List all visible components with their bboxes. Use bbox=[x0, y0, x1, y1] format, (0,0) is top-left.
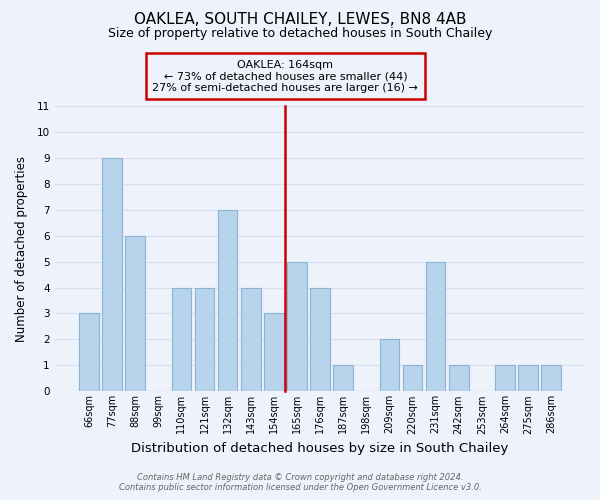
Bar bbox=[125, 236, 145, 392]
Bar bbox=[195, 288, 214, 392]
Bar bbox=[264, 314, 284, 392]
Bar bbox=[79, 314, 99, 392]
Bar bbox=[426, 262, 445, 392]
Bar bbox=[103, 158, 122, 392]
Bar bbox=[310, 288, 330, 392]
Bar bbox=[449, 366, 469, 392]
Bar bbox=[403, 366, 422, 392]
Bar bbox=[380, 340, 399, 392]
Bar bbox=[518, 366, 538, 392]
Text: Contains HM Land Registry data © Crown copyright and database right 2024.
Contai: Contains HM Land Registry data © Crown c… bbox=[119, 473, 481, 492]
Bar bbox=[241, 288, 260, 392]
Y-axis label: Number of detached properties: Number of detached properties bbox=[15, 156, 28, 342]
X-axis label: Distribution of detached houses by size in South Chailey: Distribution of detached houses by size … bbox=[131, 442, 509, 455]
Text: Size of property relative to detached houses in South Chailey: Size of property relative to detached ho… bbox=[108, 28, 492, 40]
Bar bbox=[218, 210, 238, 392]
Text: OAKLEA: 164sqm
← 73% of detached houses are smaller (44)
27% of semi-detached ho: OAKLEA: 164sqm ← 73% of detached houses … bbox=[152, 60, 418, 92]
Bar bbox=[334, 366, 353, 392]
Bar bbox=[287, 262, 307, 392]
Bar bbox=[172, 288, 191, 392]
Text: OAKLEA, SOUTH CHAILEY, LEWES, BN8 4AB: OAKLEA, SOUTH CHAILEY, LEWES, BN8 4AB bbox=[134, 12, 466, 28]
Bar bbox=[541, 366, 561, 392]
Bar bbox=[495, 366, 515, 392]
